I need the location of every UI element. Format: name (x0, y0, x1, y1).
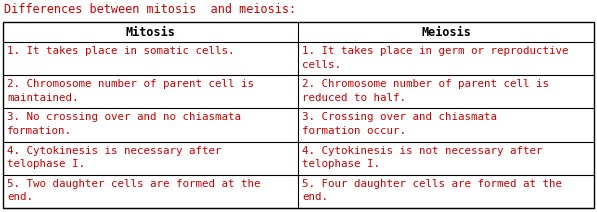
Text: 3. Crossing over and chiasmata
formation occur.: 3. Crossing over and chiasmata formation… (302, 112, 497, 136)
Text: 2. Chromosome number of parent cell is
reduced to half.: 2. Chromosome number of parent cell is r… (302, 79, 549, 103)
Bar (3, 22, 594, 208)
Text: 4. Cytokinesis is necessary after
telophase I.: 4. Cytokinesis is necessary after teloph… (7, 146, 221, 169)
Text: 5. Two daughter cells are formed at the
end.: 5. Two daughter cells are formed at the … (7, 179, 260, 202)
Text: 5. Four daughter cells are formed at the
end.: 5. Four daughter cells are formed at the… (302, 179, 562, 202)
Text: 3. No crossing over and no chiasmata
formation.: 3. No crossing over and no chiasmata for… (7, 112, 241, 136)
Text: 4. Cytokinesis is not necessary after
telophase I.: 4. Cytokinesis is not necessary after te… (302, 146, 543, 169)
Text: 2. Chromosome number of parent cell is
maintained.: 2. Chromosome number of parent cell is m… (7, 79, 254, 103)
Text: Differences between mitosis  and meiosis:: Differences between mitosis and meiosis: (4, 3, 296, 16)
Text: 1. It takes place in germ or reproductive
cells.: 1. It takes place in germ or reproductiv… (302, 46, 568, 70)
Text: Mitosis: Mitosis (125, 25, 176, 39)
Text: 1. It takes place in somatic cells.: 1. It takes place in somatic cells. (7, 46, 235, 56)
Text: Meiosis: Meiosis (421, 25, 471, 39)
